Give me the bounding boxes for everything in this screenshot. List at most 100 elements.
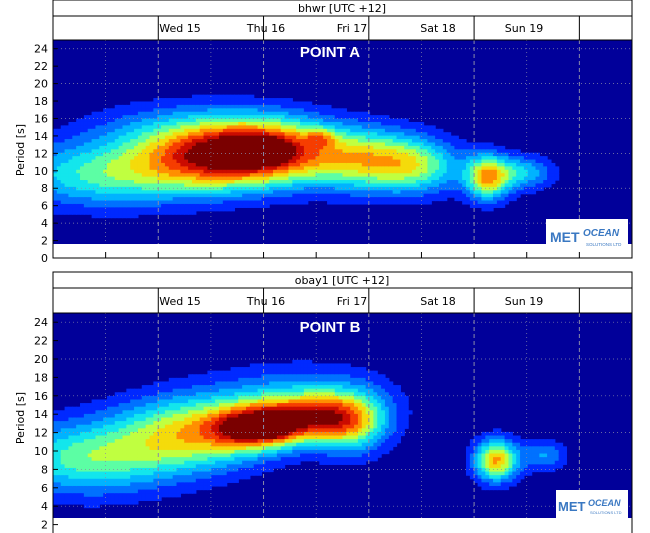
- heatmap-cell: [527, 169, 533, 174]
- heatmap-cell: [137, 482, 143, 487]
- heatmap-cell: [477, 156, 483, 161]
- heatmap-cell: [122, 111, 127, 116]
- heatmap-cell: [91, 207, 97, 212]
- heatmap-cell: [195, 478, 201, 483]
- heatmap-cell: [87, 142, 93, 147]
- heatmap-cell: [218, 183, 224, 188]
- heatmap-cell: [300, 166, 305, 171]
- heatmap-cell: [168, 193, 174, 198]
- heatmap-cell: [60, 200, 66, 205]
- heatmap-cell: [307, 190, 313, 195]
- heatmap-cell: [211, 145, 216, 150]
- heatmap-cell: [153, 98, 158, 103]
- heatmap-cell: [180, 169, 185, 174]
- heatmap-cell: [249, 115, 255, 120]
- heatmap-cell: [153, 478, 158, 483]
- heatmap-cell: [107, 142, 112, 147]
- heatmap-cell: [72, 460, 77, 465]
- heatmap-cell: [284, 139, 290, 144]
- heatmap-cell: [396, 142, 401, 147]
- heatmap-cell: [68, 439, 73, 444]
- heatmap-cell: [137, 104, 143, 109]
- heatmap-cell: [381, 193, 386, 198]
- heatmap-cell: [384, 139, 390, 144]
- heatmap-cell: [122, 142, 127, 147]
- heatmap-cell: [145, 156, 151, 161]
- heatmap-cell: [184, 142, 189, 147]
- heatmap-cell: [222, 183, 228, 188]
- heatmap-cell: [377, 135, 382, 140]
- heatmap-cell: [56, 500, 62, 505]
- heatmap-cell: [249, 176, 255, 181]
- heatmap-cell: [496, 186, 502, 191]
- heatmap-cell: [462, 180, 467, 185]
- heatmap-cell: [107, 190, 112, 195]
- heatmap-cell: [535, 180, 540, 185]
- heatmap-cell: [234, 197, 239, 202]
- heatmap-cell: [280, 139, 286, 144]
- heatmap-cell: [504, 197, 510, 202]
- heatmap-cell: [265, 104, 270, 109]
- heatmap-cell: [207, 392, 212, 397]
- heatmap-cell: [76, 193, 81, 198]
- heatmap-cell: [466, 186, 471, 191]
- heatmap-cell: [149, 149, 154, 154]
- heatmap-cell: [280, 152, 286, 157]
- heatmap-cell: [172, 159, 178, 164]
- heatmap-cell: [218, 173, 224, 178]
- heatmap-cell: [164, 475, 170, 480]
- heatmap-cell: [292, 159, 297, 164]
- heatmap-cell: [103, 183, 108, 188]
- heatmap-cell: [249, 190, 255, 195]
- heatmap-cell: [172, 395, 178, 401]
- heatmap-cell: [280, 166, 286, 171]
- heatmap-cell: [107, 424, 112, 429]
- heatmap-cell: [157, 104, 162, 109]
- heatmap-cell: [107, 496, 112, 501]
- heatmap-cell: [164, 152, 170, 157]
- heatmap-cell: [195, 115, 201, 120]
- heatmap-cell: [203, 149, 208, 154]
- heatmap-cell: [404, 169, 409, 174]
- heatmap-cell: [234, 166, 239, 171]
- heatmap-cell: [172, 489, 178, 494]
- heatmap-cell: [168, 403, 174, 408]
- heatmap-cell: [431, 190, 436, 195]
- heatmap-cell: [520, 152, 525, 157]
- heatmap-cell: [145, 485, 151, 491]
- heatmap-cell: [377, 173, 382, 178]
- heatmap-cell: [257, 101, 263, 106]
- heatmap-cell: [107, 399, 112, 404]
- heatmap-cell: [211, 410, 216, 415]
- heatmap-cell: [164, 121, 170, 126]
- heatmap-cell: [234, 410, 239, 415]
- heatmap-cell: [466, 193, 471, 198]
- heatmap-cell: [68, 442, 73, 447]
- heatmap-cell: [153, 453, 158, 458]
- heatmap-cell: [439, 149, 444, 154]
- heatmap-cell: [404, 135, 409, 140]
- heatmap-cell: [307, 101, 313, 106]
- heatmap-cell: [215, 159, 220, 164]
- heatmap-cell: [238, 190, 243, 195]
- heatmap-cell: [149, 449, 154, 455]
- heatmap-cell: [83, 159, 89, 164]
- heatmap-cell: [168, 482, 174, 487]
- heatmap-cell: [180, 149, 185, 154]
- heatmap-cell: [99, 145, 104, 150]
- heatmap-cell: [72, 421, 77, 426]
- heatmap-cell: [60, 128, 66, 133]
- heatmap-cell: [361, 169, 367, 174]
- heatmap-cell: [222, 385, 228, 390]
- heatmap-cell: [122, 183, 127, 188]
- heatmap-cell: [172, 464, 178, 469]
- heatmap-cell: [458, 142, 463, 147]
- heatmap-cell: [354, 111, 359, 116]
- heatmap-cell: [110, 156, 116, 161]
- heatmap-cell: [64, 193, 70, 198]
- heatmap-cell: [191, 108, 197, 113]
- heatmap-cell: [435, 149, 440, 154]
- heatmap-cell: [126, 214, 131, 219]
- heatmap-cell: [137, 132, 143, 137]
- heatmap-cell: [215, 115, 220, 120]
